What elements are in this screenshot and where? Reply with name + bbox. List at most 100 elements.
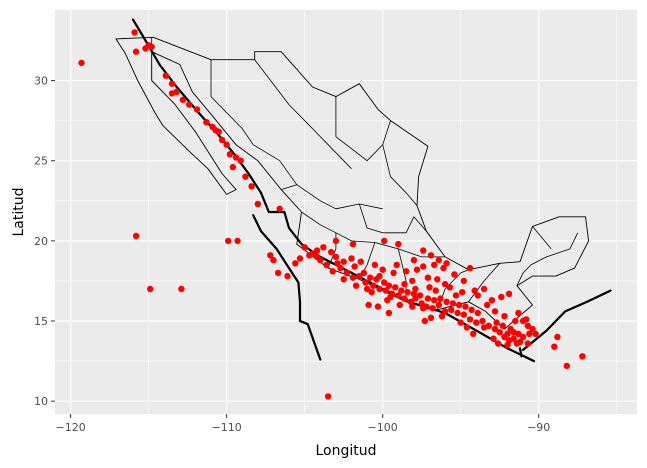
earthquake-point xyxy=(460,311,467,318)
earthquake-point xyxy=(432,287,439,294)
earthquake-point xyxy=(320,244,327,251)
earthquake-point xyxy=(337,264,344,272)
x-tick-label: −120 xyxy=(55,421,85,434)
earthquake-point xyxy=(178,285,185,293)
earthquake-point xyxy=(466,264,474,272)
earthquake-point xyxy=(232,154,240,161)
x-tick-label: −90 xyxy=(527,421,550,434)
plate-boundary-line xyxy=(252,214,322,361)
earthquake-point xyxy=(470,330,477,337)
earthquake-point xyxy=(267,252,274,259)
earthquake-point xyxy=(193,106,201,113)
earthquake-point xyxy=(382,287,389,294)
state-boundary xyxy=(358,203,427,234)
y-tick-label: 20 xyxy=(34,235,48,248)
earthquake-point xyxy=(324,393,332,400)
earthquake-point xyxy=(203,119,210,126)
earthquake-point xyxy=(459,289,466,296)
country-outline xyxy=(115,36,590,330)
state-boundary xyxy=(252,144,298,190)
earthquake-point xyxy=(451,271,458,278)
earthquake-point xyxy=(384,297,391,304)
earthquake-point xyxy=(313,247,321,254)
plate-boundary-line xyxy=(522,289,612,351)
earthquake-point xyxy=(363,285,371,293)
earthquake-point xyxy=(579,353,586,360)
earthquake-point xyxy=(162,72,169,79)
earthquake-point xyxy=(254,200,261,208)
earthquake-point xyxy=(186,101,193,108)
earthquake-point xyxy=(173,88,180,96)
earthquake-point xyxy=(471,287,478,294)
earthquake-point xyxy=(413,266,421,273)
earthquake-point xyxy=(435,256,442,264)
earthquake-point xyxy=(393,261,400,269)
earthquake-point xyxy=(554,333,561,341)
earthquake-point xyxy=(455,301,463,309)
earthquake-point xyxy=(505,290,513,297)
earthquake-point xyxy=(242,173,249,180)
earthquake-point xyxy=(440,264,447,272)
earthquake-point xyxy=(412,295,419,302)
earthquake-point xyxy=(284,272,291,280)
earthquake-point xyxy=(420,263,427,270)
state-boundary xyxy=(516,232,579,286)
earthquake-point xyxy=(494,340,502,347)
earthquake-point xyxy=(340,258,347,265)
earthquake-point xyxy=(357,258,364,265)
state-boundary xyxy=(468,263,500,303)
earthquake-point xyxy=(441,308,449,315)
earthquake-point xyxy=(398,287,405,294)
y-tick-label: 10 xyxy=(34,395,48,408)
state-boundary xyxy=(532,226,552,250)
x-tick-label: −110 xyxy=(212,421,242,434)
earthquake-points xyxy=(78,29,586,400)
earthquake-point xyxy=(524,340,531,347)
earthquake-point xyxy=(491,325,499,333)
earthquake-point xyxy=(334,260,341,267)
earthquake-point xyxy=(501,313,508,320)
earthquake-point xyxy=(493,319,500,326)
earthquake-point xyxy=(499,322,506,329)
earthquake-point xyxy=(296,255,304,262)
earthquake-point xyxy=(462,303,469,310)
earthquake-point xyxy=(427,314,435,321)
state-boundary xyxy=(335,96,391,162)
earthquake-point xyxy=(332,253,340,261)
earthquake-point xyxy=(329,268,336,275)
earthquake-point xyxy=(443,260,450,267)
earthquake-point xyxy=(352,282,360,289)
earthquake-point xyxy=(351,263,358,270)
earthquake-point xyxy=(132,48,140,55)
earthquake-point xyxy=(404,289,411,296)
earthquake-point xyxy=(385,309,393,317)
earthquake-point xyxy=(274,269,282,277)
earthquake-point xyxy=(392,284,399,291)
earthquake-point xyxy=(504,330,511,337)
state-boundary xyxy=(382,144,418,206)
earthquake-point xyxy=(218,136,226,144)
earthquake-point xyxy=(474,309,481,317)
earthquake-point xyxy=(225,237,232,245)
earthquake-point xyxy=(437,295,444,302)
earthquake-point xyxy=(381,237,388,245)
state-boundary xyxy=(210,59,254,145)
earthquake-point xyxy=(454,309,461,317)
earthquake-point xyxy=(374,303,382,310)
earthquake-point xyxy=(401,280,408,288)
earthquake-point xyxy=(488,297,496,304)
earthquake-point xyxy=(362,279,369,286)
earthquake-point xyxy=(457,319,464,326)
earthquake-point xyxy=(376,285,383,293)
earthquake-point xyxy=(420,247,427,254)
earthquake-point xyxy=(443,298,450,305)
earthquake-point xyxy=(395,240,402,248)
earthquake-point xyxy=(248,183,255,190)
earthquake-point xyxy=(360,269,368,277)
earthquake-point xyxy=(504,341,511,349)
y-tick-label: 25 xyxy=(34,155,48,168)
x-axis: −120 −110 −100 −90 xyxy=(55,414,550,434)
plot-panel xyxy=(55,10,637,414)
earthquake-point xyxy=(460,277,467,285)
plate-boundary-line xyxy=(518,347,523,358)
